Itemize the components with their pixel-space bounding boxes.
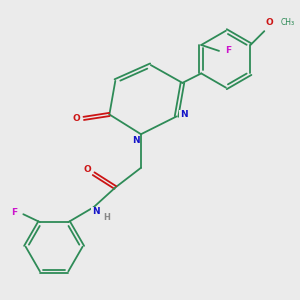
Text: N: N: [92, 208, 99, 217]
Text: CH₃: CH₃: [281, 18, 295, 27]
Text: N: N: [180, 110, 188, 119]
Text: N: N: [132, 136, 140, 145]
Text: F: F: [225, 46, 231, 56]
Text: O: O: [265, 18, 273, 27]
Text: F: F: [12, 208, 18, 217]
Text: O: O: [73, 114, 80, 123]
Text: O: O: [84, 165, 92, 174]
Text: H: H: [103, 213, 110, 222]
